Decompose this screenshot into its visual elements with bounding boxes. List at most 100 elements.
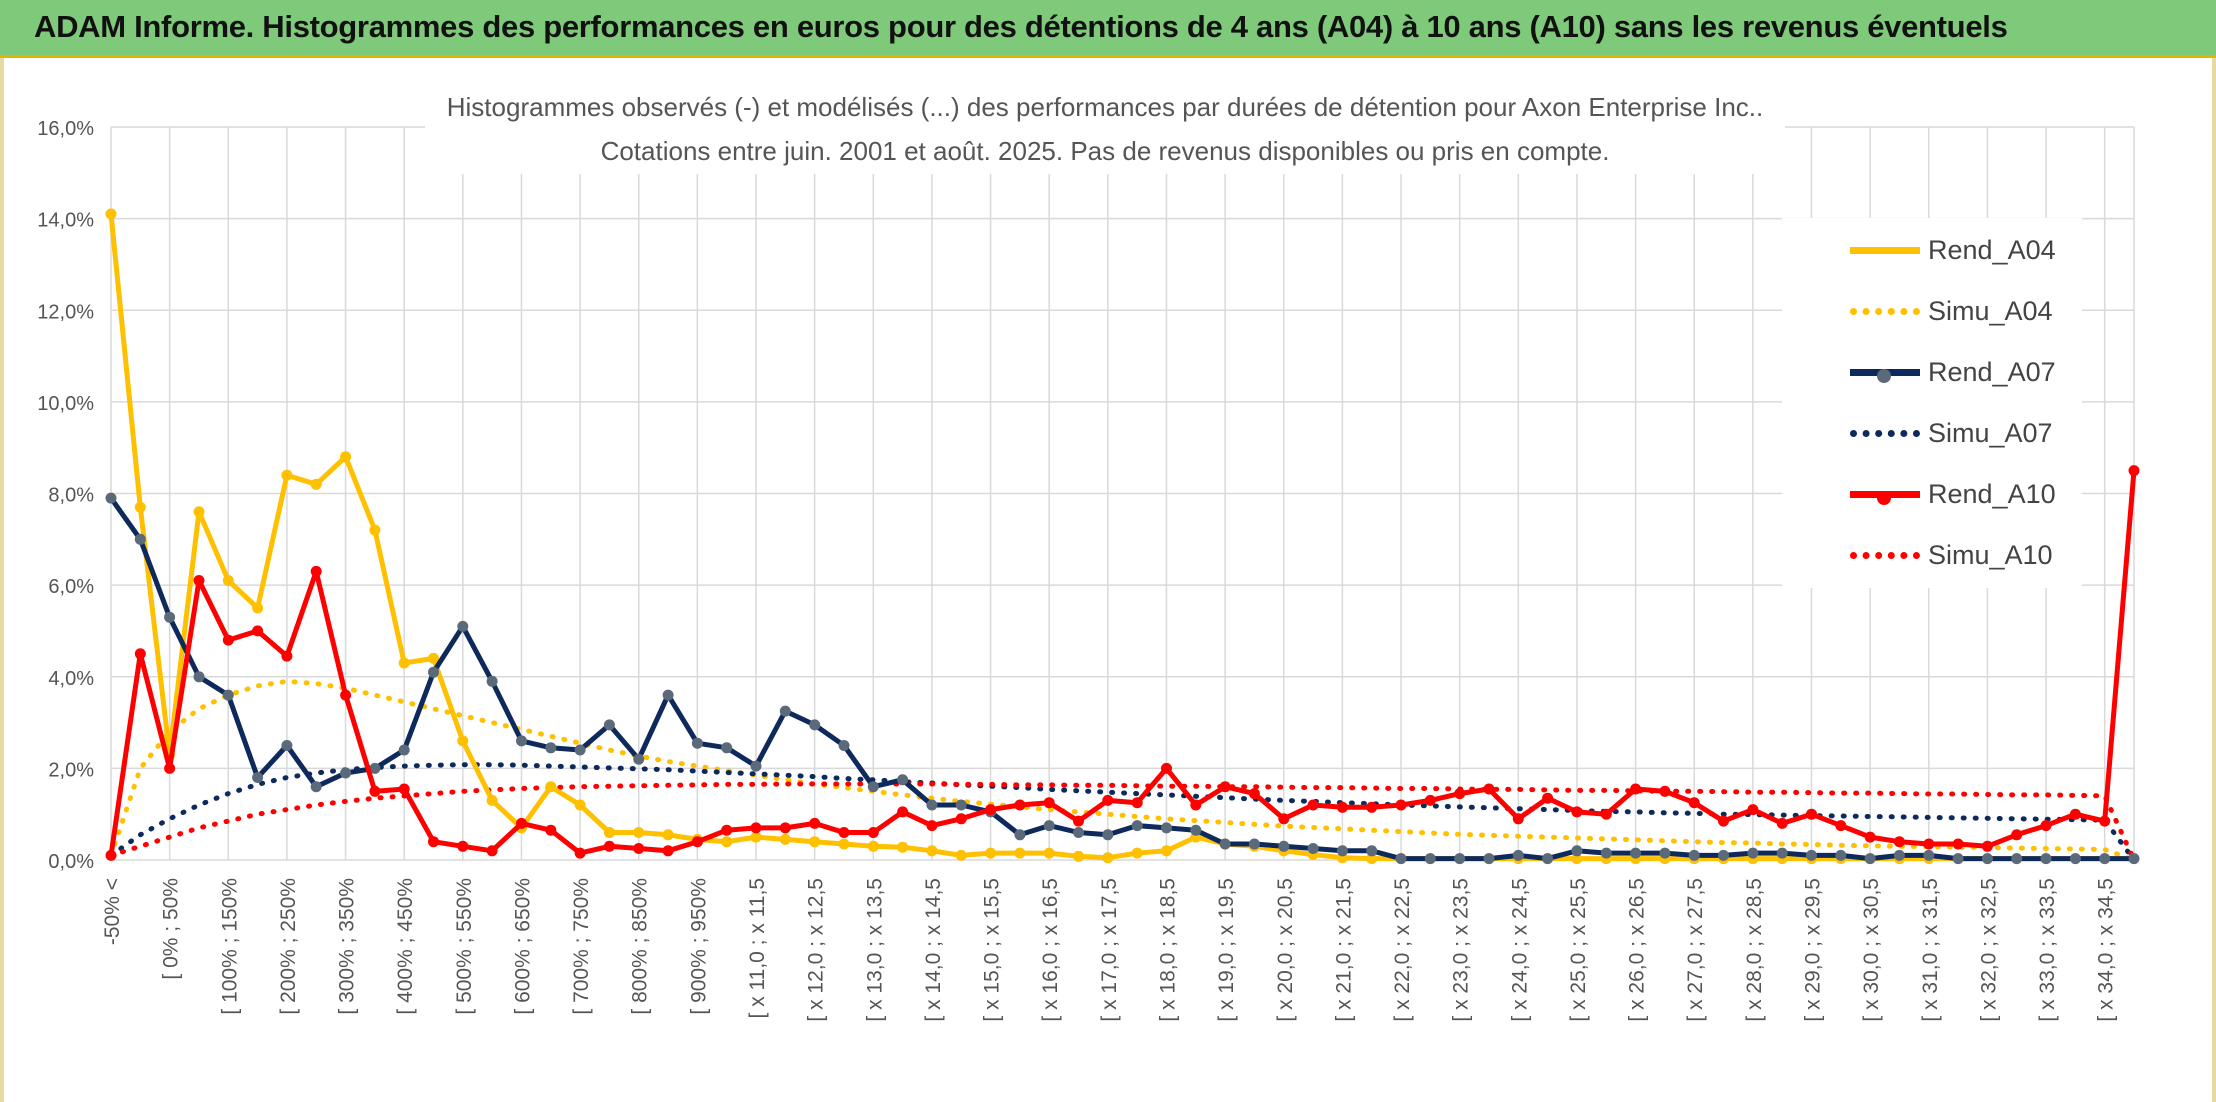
data-point [691,737,703,749]
data-point [1747,804,1759,816]
data-point [134,533,146,545]
data-point [1102,852,1114,864]
data-point [1688,797,1700,809]
data-point [1366,845,1378,857]
data-point [779,833,791,845]
data-point [2128,465,2140,477]
data-point [2099,815,2111,827]
data-point [134,501,146,513]
data-point [1981,840,1993,852]
data-point [369,785,381,797]
x-tick-label: [ x 11,0 ; x 11,5 [746,878,769,1018]
data-point [1512,849,1524,861]
x-tick-label: [ x 20,0 ; x 20,5 [1274,878,1297,1022]
data-point [1161,822,1172,834]
y-axis-ticks: 0,0% 2,0% 4,0% 6,0% 8,0% 10,0% 12,0% 14,0% 16,0% [37,118,94,873]
report-title: ADAM Informe. Histogrammes des performan… [34,9,2008,44]
data-point [428,836,439,848]
data-point [1981,853,1993,865]
data-point [1483,853,1495,865]
data-point [1542,792,1554,804]
series-line-rend-a04 [108,213,2134,862]
data-point [1600,847,1612,859]
y-tick-label: 0,0% [48,851,94,873]
data-point [1776,817,1788,829]
data-point [457,735,469,747]
data-point [2069,808,2081,820]
data-point [662,689,674,701]
data-point [750,822,762,834]
data-point [955,799,967,811]
data-point [1219,781,1231,793]
data-point [310,781,322,793]
data-point [691,836,703,848]
data-point [721,836,733,848]
data-point [398,744,410,756]
data-point [2128,853,2140,865]
data-point [1718,849,1729,861]
data-point [164,611,176,623]
x-tick-label: [ x 13,0 ; x 13,5 [863,878,886,1022]
data-point [1630,847,1642,859]
x-tick-label: [ x 21,0 ; x 21,5 [1332,878,1355,1022]
data-point [1512,813,1524,825]
data-point [926,845,938,857]
y-tick-label: 6,0% [48,576,94,598]
x-axis-ticks: -50% < [ 0% ; 50% [ 100% ; 150% [ 200% ; 25… [101,878,2118,1022]
data-point [1835,820,1847,832]
data-point [340,767,352,779]
data-point [398,783,410,795]
data-point [867,840,879,852]
data-point [281,650,293,662]
chart-series [105,208,2140,865]
x-tick-label: [ x 15,0 ; x 15,5 [981,878,1004,1022]
data-point [222,634,234,646]
data-point [1952,853,1964,865]
data-point [193,506,205,518]
data-point [1893,849,1905,861]
data-point [867,827,879,838]
x-tick-label: [ 700% ; 750% [570,878,593,1015]
data-point [1864,831,1876,843]
x-tick-label: [ x 16,0 ; x 16,5 [1039,878,1062,1022]
data-point [721,742,733,754]
y-tick-label: 12,0% [37,301,94,323]
data-point [1806,849,1817,861]
data-point [1893,836,1905,848]
data-point [252,625,264,637]
data-point [662,829,674,841]
data-point [486,845,498,857]
data-point [985,804,997,816]
data-point [1366,801,1378,813]
x-tick-label: [ x 34,0 ; x 34,5 [2095,878,2118,1022]
data-point [1161,762,1172,774]
data-point [1571,806,1583,818]
data-point [486,675,498,687]
data-point [369,524,381,536]
x-tick-label: [ x 25,0 ; x 25,5 [1567,878,1590,1022]
data-point [985,847,997,859]
data-point [574,847,586,859]
x-tick-label: [ x 26,0 ; x 26,5 [1626,878,1649,1022]
data-point [1424,853,1436,865]
data-point [838,838,850,850]
chart-title: Histogrammes observés (-) et modélisés (… [447,92,1764,122]
x-tick-label: [ 900% ; 950% [687,878,710,1015]
x-tick-label: [ x 17,0 ; x 17,5 [1098,878,1121,1022]
data-point [1278,813,1290,825]
data-point [1014,799,1026,811]
x-tick-label: [ x 18,0 ; x 18,5 [1156,878,1179,1022]
data-point [1864,853,1876,865]
x-tick-label: [ x 24,0 ; x 24,5 [1508,878,1531,1022]
data-point [1454,788,1466,800]
data-point [750,831,762,843]
data-point [1131,797,1143,809]
data-point [164,762,176,774]
data-point [1043,847,1055,859]
data-point [574,799,586,811]
legend-item-rend-a10: Rend_A10 [1850,474,2056,514]
series-line-simu-a04 [108,678,2137,863]
data-point [1043,797,1055,809]
data-point [516,735,527,747]
data-point [1014,847,1026,859]
